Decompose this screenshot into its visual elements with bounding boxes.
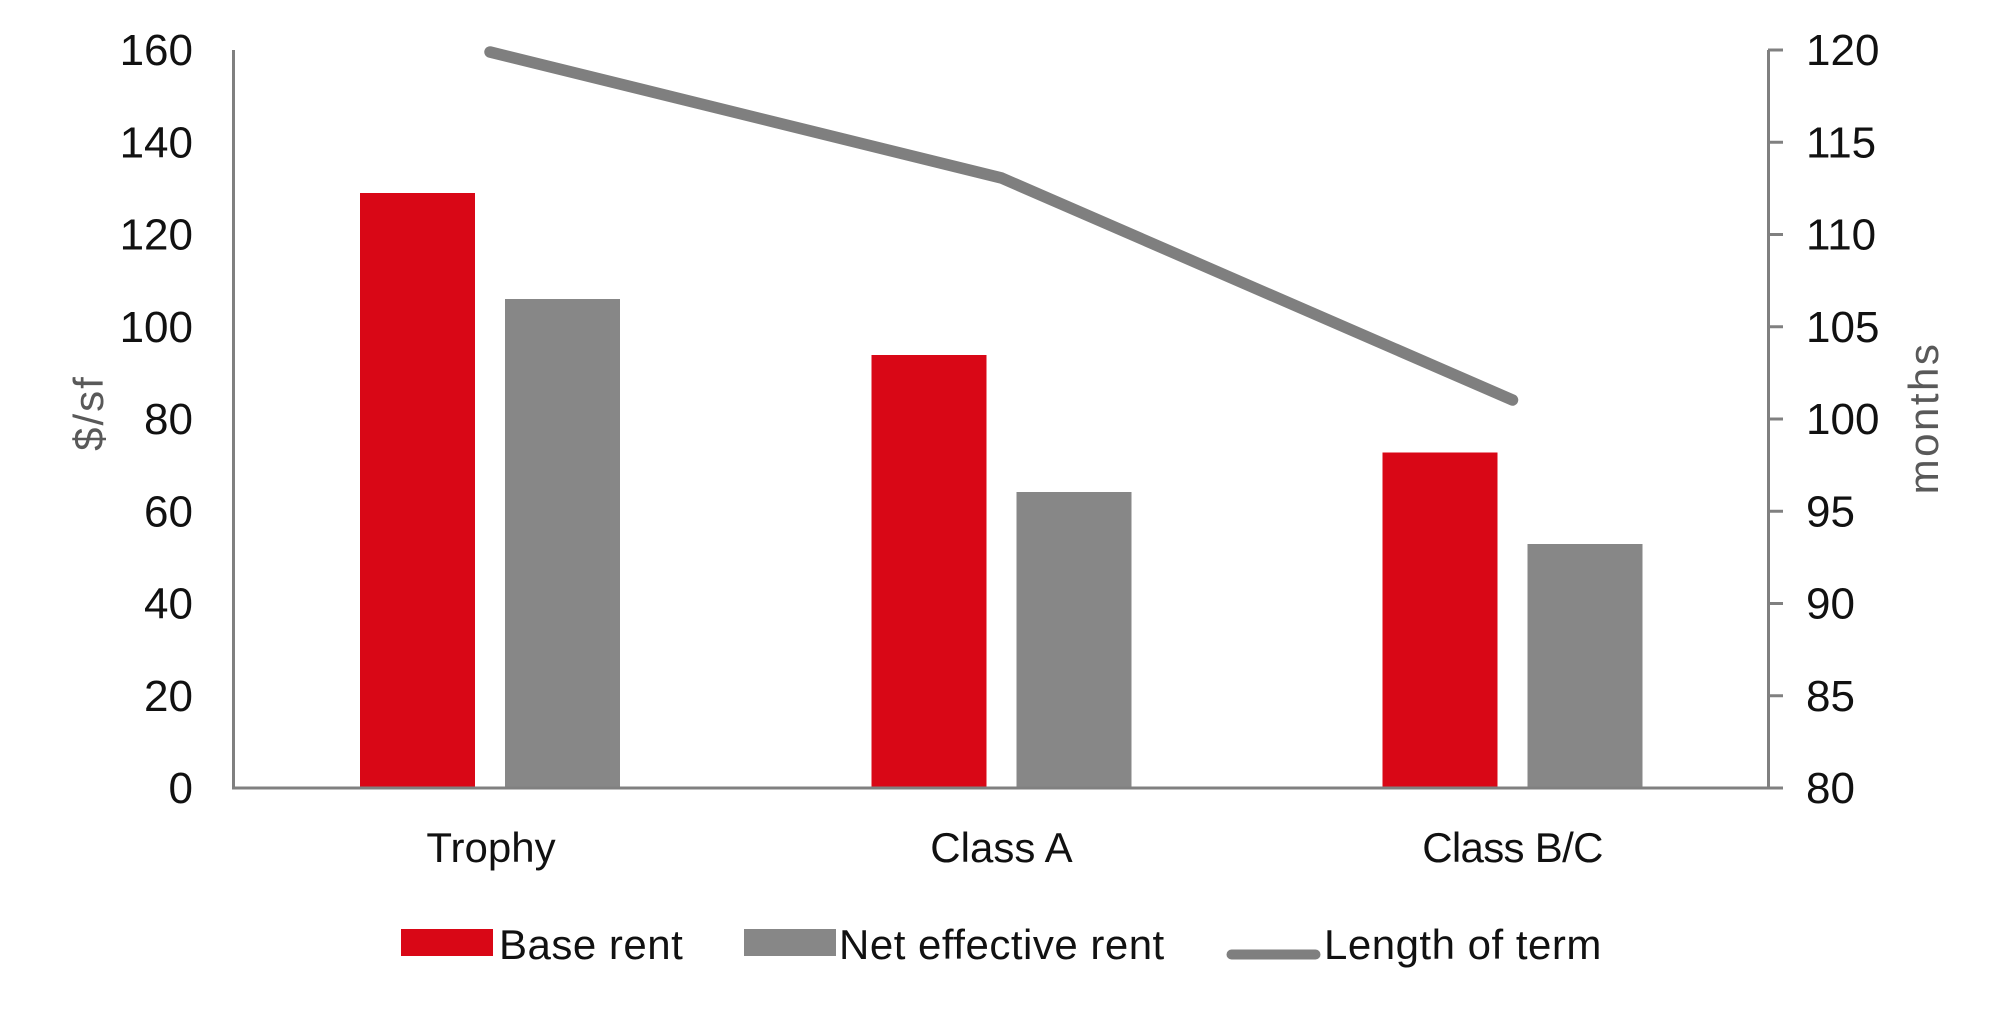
svg-text:Net effective rent: Net effective rent xyxy=(839,921,1165,968)
svg-text:months: months xyxy=(1900,342,1947,495)
svg-text:105: 105 xyxy=(1806,303,1879,352)
svg-text:$/sf: $/sf xyxy=(65,375,112,451)
svg-text:110: 110 xyxy=(1806,211,1876,260)
svg-text:Class B/C: Class B/C xyxy=(1422,824,1602,871)
svg-text:85: 85 xyxy=(1806,672,1855,721)
svg-text:120: 120 xyxy=(120,211,193,260)
svg-text:Length of term: Length of term xyxy=(1324,921,1602,968)
svg-text:160: 160 xyxy=(120,26,193,75)
svg-text:20: 20 xyxy=(144,672,193,721)
svg-text:100: 100 xyxy=(120,303,193,352)
svg-text:80: 80 xyxy=(1806,764,1855,813)
svg-text:Base rent: Base rent xyxy=(499,921,683,968)
svg-text:Trophy: Trophy xyxy=(426,824,555,871)
svg-text:40: 40 xyxy=(144,580,193,629)
svg-text:Class A: Class A xyxy=(930,824,1072,871)
svg-text:90: 90 xyxy=(1806,580,1855,629)
svg-text:100: 100 xyxy=(1806,395,1879,444)
svg-text:140: 140 xyxy=(120,118,193,167)
svg-text:115: 115 xyxy=(1806,118,1876,167)
svg-text:95: 95 xyxy=(1806,488,1855,537)
svg-text:120: 120 xyxy=(1806,26,1879,75)
svg-text:0: 0 xyxy=(169,764,193,813)
svg-text:60: 60 xyxy=(144,488,193,537)
svg-text:80: 80 xyxy=(144,395,193,444)
